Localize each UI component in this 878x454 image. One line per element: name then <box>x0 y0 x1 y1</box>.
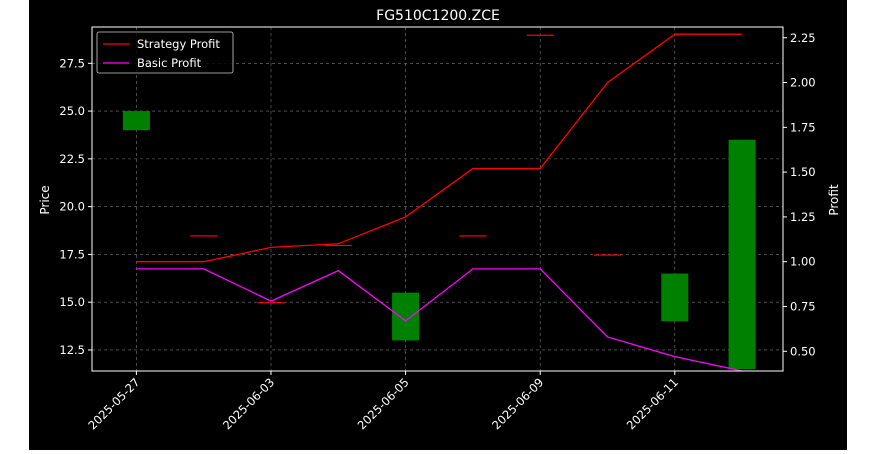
chart-canvas: FG510C1200.ZCE 12.5 15.0 17.5 20.0 22.5 25.0 2… <box>38 8 841 432</box>
candle-body <box>661 273 689 322</box>
y-tick-label: 17.5 <box>59 247 85 261</box>
candle-body <box>392 292 420 341</box>
plot-frame <box>91 26 784 372</box>
series-line <box>136 33 743 263</box>
y-tick-label: 15.0 <box>59 295 85 309</box>
y2-axis-label: Profit <box>827 184 841 216</box>
candle-body <box>324 244 352 247</box>
x-tick-label: 2025-06-09 <box>489 375 546 432</box>
candle-body <box>459 235 487 237</box>
legend-label: Strategy Profit <box>137 37 220 51</box>
series-line <box>136 268 743 372</box>
y-tick-label: 22.5 <box>59 152 85 166</box>
candle-body <box>190 235 218 237</box>
x-tick-label: 2025-06-05 <box>355 375 412 432</box>
x-tick-label: 2025-06-11 <box>624 375 681 432</box>
y2-tick-label: 0.75 <box>790 300 816 314</box>
chart-title: FG510C1200.ZCE <box>376 8 500 24</box>
y2-tick-label: 0.50 <box>790 344 816 358</box>
candle-body <box>526 34 554 36</box>
candle-body <box>594 254 621 256</box>
y2-tick-label: 1.25 <box>790 210 816 224</box>
candle-body <box>122 111 150 131</box>
legend-box <box>96 31 234 74</box>
y2-axis-ticks: 0.50 0.75 1.00 1.25 1.50 1.75 2.00 2.25 <box>783 31 816 358</box>
x-tick-label: 2025-05-27 <box>85 375 142 432</box>
legend-label: Basic Profit <box>137 56 202 70</box>
y-tick-label: 20.0 <box>59 200 85 214</box>
y2-tick-label: 1.75 <box>790 120 816 134</box>
y2-tick-label: 2.25 <box>790 31 816 45</box>
y-tick-label: 27.5 <box>59 56 85 70</box>
x-tick-label: 2025-06-03 <box>220 375 277 432</box>
y-tick-label: 25.0 <box>59 104 85 118</box>
y2-tick-label: 1.50 <box>790 165 816 179</box>
candles-layer <box>122 34 756 370</box>
legend: Strategy Profit Basic Profit <box>96 31 234 74</box>
y-axis-label: Price <box>38 185 52 214</box>
y-axis-ticks: 12.5 15.0 17.5 20.0 22.5 25.0 27.5 <box>59 56 92 357</box>
y-tick-label: 12.5 <box>59 343 85 357</box>
y2-tick-label: 1.00 <box>790 255 816 269</box>
candle-body <box>257 302 285 304</box>
candle-body <box>728 139 756 370</box>
x-axis-ticks: 2025-05-27 2025-06-03 2025-06-05 2025-06-09… <box>85 371 681 432</box>
profit-lines-layer <box>136 33 743 372</box>
y2-tick-label: 2.00 <box>790 76 816 90</box>
chart-figure: FG510C1200.ZCE 12.5 15.0 17.5 20.0 22.5 25.0 2… <box>29 0 847 450</box>
